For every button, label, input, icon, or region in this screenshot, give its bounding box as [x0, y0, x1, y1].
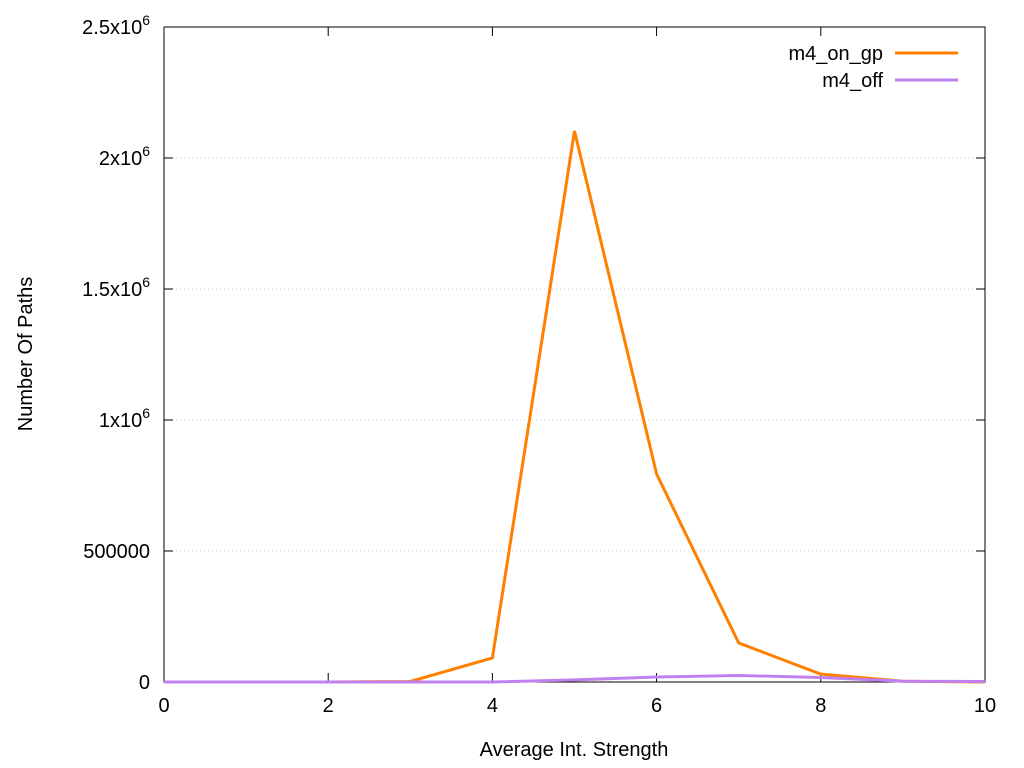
y-tick-label: 500000 [83, 541, 150, 563]
legend-label: m4_on_gp [788, 43, 883, 65]
plot-frame [163, 26, 986, 683]
legend: m4_on_gp m4_off [788, 43, 958, 92]
x-tick-label: 8 [815, 695, 826, 717]
x-tick-label: 0 [158, 695, 169, 717]
x-axis-label: Average Int. Strength [480, 739, 669, 761]
x-tick-label: 6 [651, 695, 662, 717]
legend-label: m4_off [822, 70, 883, 92]
axis-ticks: 0 500000 1x106 1.5x106 2x106 2.5x106 0 2 4 6 8 10 [82, 12, 996, 717]
x-tick-label: 2 [323, 695, 334, 717]
y-tick-label: 1x106 [99, 405, 150, 432]
y-tick-label: 0 [139, 672, 150, 694]
y-axis-label: Number Of Paths [15, 277, 37, 432]
series-line-m4_off [164, 673, 986, 684]
y-tick-label: 2x106 [99, 143, 150, 170]
grid-lines [164, 157, 985, 552]
y-tick-label: 2.5x106 [82, 12, 150, 39]
series-line-m4_on_gp [164, 130, 986, 684]
x-tick-label: 4 [487, 695, 498, 717]
series-lines [164, 130, 986, 684]
y-tick-label: 1.5x106 [82, 274, 150, 301]
x-tick-label: 10 [974, 695, 996, 717]
